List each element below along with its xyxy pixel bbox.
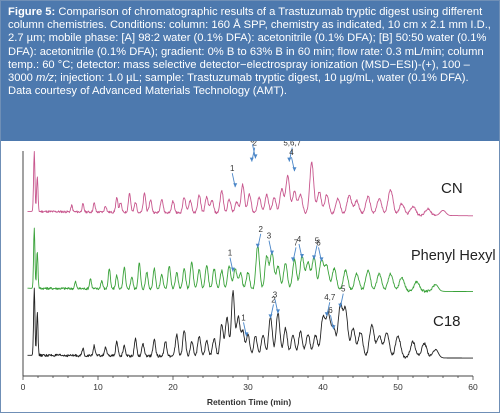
peak-label: 4,7 <box>324 293 336 302</box>
peak-label: 7 <box>294 238 299 247</box>
x-tick-label: 20 <box>168 382 178 392</box>
peak-label: 2 <box>259 225 264 234</box>
x-axis: 0 10 20 30 40 50 60 <box>21 151 478 392</box>
caption-text: Comparison of chromatographic results of… <box>8 6 491 85</box>
peak-arrowhead <box>276 309 280 314</box>
peak-label: 5,6,7 <box>283 141 301 148</box>
peak-arrowhead <box>319 257 324 262</box>
series-label: CN <box>441 180 463 197</box>
peak-label: 4 <box>289 148 294 157</box>
caption-mz: m/z <box>36 72 55 85</box>
peak-arrowhead <box>287 157 292 162</box>
x-tick-label: 10 <box>93 382 103 392</box>
chromatogram-trace <box>27 287 474 359</box>
peak-arrowhead <box>300 254 304 258</box>
x-tick-label: 60 <box>468 382 478 392</box>
series-label: Phenyl Hexyl <box>411 248 496 264</box>
chromatogram-trace <box>27 151 474 217</box>
peak-label: 2 <box>253 141 258 148</box>
x-tick-label: 0 <box>21 382 26 392</box>
peak-arrowhead <box>233 183 238 188</box>
x-axis-label: Retention Time (min) <box>207 397 292 407</box>
series-c18: C18 1 23 4,7 6 5 <box>27 285 474 359</box>
x-tick-label: 30 <box>243 382 253 392</box>
peak-arrowhead <box>291 257 295 262</box>
peak-label: 3 <box>267 232 272 241</box>
peak-label: 4 <box>297 235 302 244</box>
peak-label: 3 <box>250 141 255 144</box>
peak-arrowhead <box>244 332 249 337</box>
peak-arrowhead <box>231 267 235 272</box>
peak-label: 1 <box>241 313 246 322</box>
peak-arrowhead <box>268 314 273 319</box>
caption-tail: ; injection: 1.0 µL; sample: Trastuzumab… <box>8 72 469 98</box>
peak-label: 5 <box>341 285 346 294</box>
peak-arrowhead <box>324 312 329 317</box>
peak-label: 6 <box>328 306 333 315</box>
peak-label: 6 <box>316 238 321 247</box>
peak-arrowhead <box>253 154 258 159</box>
peak-arrowhead <box>292 167 297 172</box>
peak-arrowhead <box>255 243 260 248</box>
peak-arrowhead <box>331 325 336 330</box>
peak-arrowhead <box>338 303 343 308</box>
x-tick-label: 40 <box>318 382 328 392</box>
x-tick-label: 50 <box>393 382 403 392</box>
figure-number: Figure 5: <box>8 6 56 18</box>
peak-arrowhead <box>249 157 254 162</box>
figure-caption: Figure 5: Comparison of chromatographic … <box>1 1 499 141</box>
peak-label: 2 <box>271 295 276 304</box>
peak-label: 3 <box>273 290 278 299</box>
series-cn: CN 1 23 5,6,74 <box>27 141 474 217</box>
peak-label: 1 <box>230 164 235 173</box>
peak-arrowhead <box>312 255 316 260</box>
series-label: C18 <box>433 313 461 330</box>
chromatogram-trace <box>27 227 474 293</box>
peak-label: 5 <box>315 236 320 245</box>
peak-label: 1 <box>228 249 233 258</box>
peak-arrowhead <box>270 250 274 255</box>
